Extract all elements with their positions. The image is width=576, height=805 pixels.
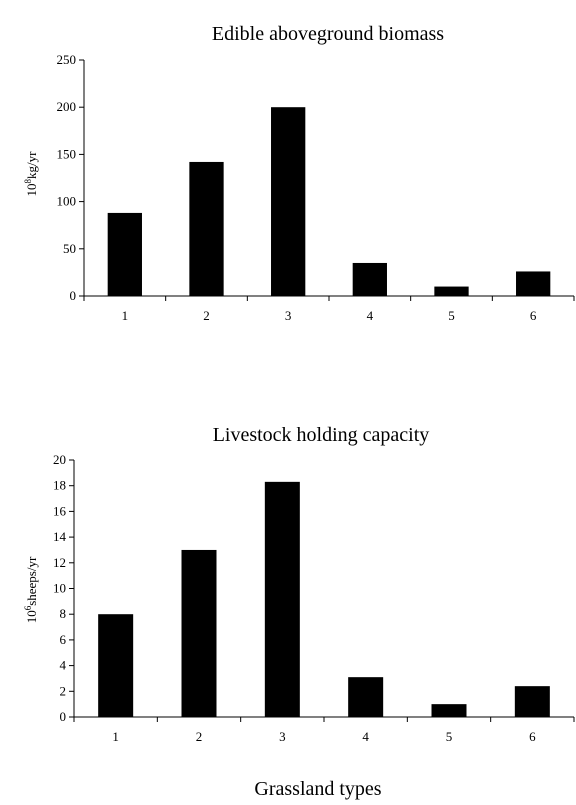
- x-tick-label: 6: [529, 729, 536, 744]
- x-tick-label: 4: [367, 308, 374, 323]
- bar-1: [98, 614, 134, 717]
- y-axis-label: 106sheeps/yr: [23, 556, 39, 623]
- livestock-chart: Livestock holding capacity 106sheeps/yr …: [23, 424, 575, 800]
- y-axis-label-exponent: 8: [23, 178, 33, 183]
- bar-5: [434, 286, 469, 296]
- y-tick-label: 2: [60, 683, 67, 698]
- y-axis-label: 108kg/yr: [23, 151, 39, 197]
- y-tick-label: 100: [57, 194, 77, 209]
- chart-title: Edible aboveground biomass: [212, 23, 444, 45]
- x-tick-label: 5: [448, 308, 455, 323]
- x-axis-label: Grassland types: [254, 778, 381, 800]
- chart-title: Livestock holding capacity: [213, 424, 430, 446]
- y-tick-label: 0: [60, 709, 67, 724]
- x-tick-label: 3: [285, 308, 292, 323]
- bar-5: [431, 704, 467, 717]
- y-tick-label: 6: [60, 632, 67, 647]
- y-axis-label-base: 10: [24, 610, 39, 623]
- y-tick-label: 20: [53, 452, 66, 467]
- plot-area: 0 50 100 150 200 250 1 2 3 4 5 6: [57, 52, 575, 323]
- y-axis-label-base: 10: [24, 183, 39, 196]
- x-tick-label: 5: [446, 729, 453, 744]
- bar-2: [189, 161, 224, 296]
- x-tick-label: 4: [362, 729, 369, 744]
- y-axis-label-exponent: 6: [23, 605, 33, 610]
- y-axis-label-unit: sheeps/yr: [24, 556, 39, 606]
- x-tick-label: 1: [112, 729, 119, 744]
- y-tick-label: 16: [53, 503, 67, 518]
- y-axis-label-unit: kg/yr: [24, 151, 39, 179]
- bar-4: [352, 262, 387, 296]
- bar-3: [264, 481, 300, 717]
- y-tick-label: 18: [53, 478, 66, 493]
- x-tick-label: 2: [196, 729, 203, 744]
- y-tick-label: 50: [63, 241, 76, 256]
- x-tick-label: 3: [279, 729, 286, 744]
- y-tick-label: 10: [53, 581, 66, 596]
- bar-6: [516, 271, 551, 296]
- y-tick-label: 200: [57, 99, 77, 114]
- y-tick-label: 4: [60, 658, 67, 673]
- y-tick-label: 150: [57, 146, 77, 161]
- y-tick-label: 0: [70, 288, 77, 303]
- y-tick-label: 8: [60, 606, 67, 621]
- bar-4: [348, 677, 384, 717]
- x-tick-label: 6: [530, 308, 537, 323]
- biomass-chart: Edible aboveground biomass 108kg/yr 0 50 1…: [23, 23, 575, 323]
- bar-6: [514, 686, 550, 717]
- y-tick-label: 14: [53, 529, 67, 544]
- bar-3: [271, 107, 306, 296]
- bar-1: [107, 212, 142, 296]
- y-tick-label: 12: [53, 555, 66, 570]
- x-tick-label: 2: [203, 308, 210, 323]
- bar-2: [181, 549, 217, 717]
- x-tick-label: 1: [122, 308, 129, 323]
- y-tick-label: 250: [57, 52, 77, 67]
